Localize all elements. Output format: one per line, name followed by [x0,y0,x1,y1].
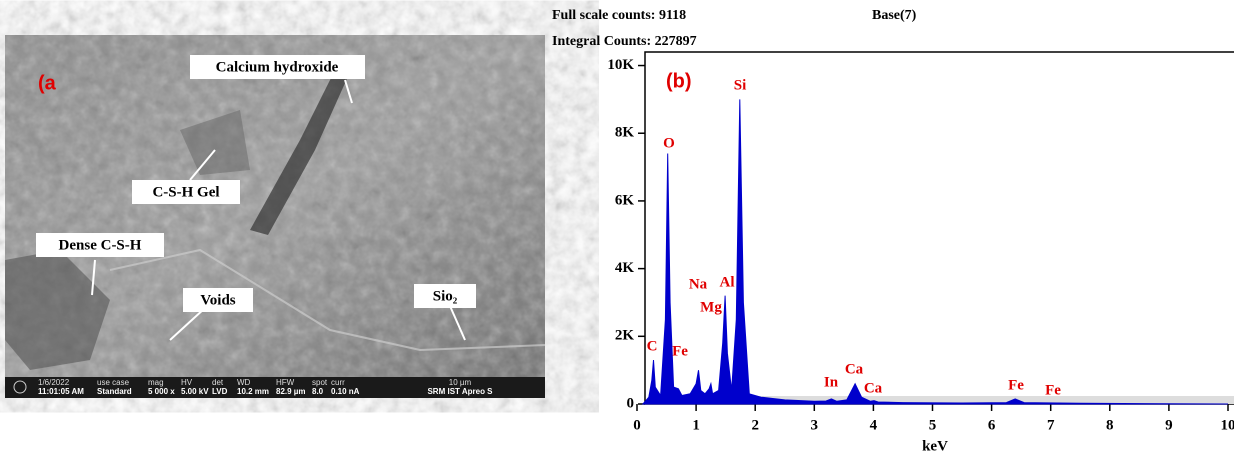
y-tick-label: 6K [615,192,635,208]
info-text: 1/6/2022 [38,378,70,387]
peak-label: Ca [864,380,883,396]
y-tick-label: 8K [615,125,635,141]
header: Full scale counts: 9118 [552,8,686,23]
info-text: 10 µm [449,378,472,387]
header: Base(7) [872,8,917,23]
x-tick-label: 5 [929,417,937,433]
x-tick-label: 4 [870,417,878,433]
info-text: LVD [212,387,228,396]
info-text: 5 000 x [148,387,175,396]
info-text: 10.2 mm [237,387,269,396]
info-text: 8.0 [312,387,324,396]
info-text: curr [331,378,345,387]
info-text: HFW [276,378,295,387]
info-text: Standard [97,387,132,396]
peak-label: O [663,135,675,151]
x-tick-label: 1 [692,417,700,433]
info-text: WD [237,378,251,387]
x-tick-label: 0 [633,417,641,433]
x-axis-label: keV [922,438,948,454]
y-tick-label: 10K [607,57,634,73]
info-text: use case [97,378,130,387]
peak-label: Si [734,77,747,93]
peak-label: Na [689,276,708,292]
peak-label: C [647,338,658,354]
annotation: Dense C-S-H [59,237,142,253]
x-tick-label: 9 [1165,417,1173,433]
info-text: spot [312,378,328,387]
x-tick-label: 6 [988,417,996,433]
peak-label: Ca [845,361,864,377]
x-tick-label: 8 [1106,417,1114,433]
info-text: 0.10 nA [331,387,360,396]
peak-label: Fe [672,343,688,359]
y-tick-label: 2K [615,328,635,344]
info-text: 82.9 µm [276,387,306,396]
info-text: 5.00 kV [181,387,209,396]
info-text: SRM IST Apreo S [427,387,493,396]
sem-image [5,35,545,398]
annotation: Calcium hydroxide [216,59,339,75]
y-tick-label: 4K [615,260,635,276]
info-text: 11:01:05 AM [38,387,84,396]
eds-chart: Full scale counts: 9118 Base(7) Integral C… [552,8,1234,454]
peak-label: Al [720,274,735,290]
y-tick-label: 0 [627,395,635,411]
spectrum [643,99,1228,404]
panel-label: (b) [666,70,692,92]
x-tick-label: 10 [1221,417,1234,433]
x-tick-label: 7 [1047,417,1055,433]
info-text: HV [181,378,193,387]
info-text: mag [148,378,164,387]
annotation: Sio₂ [433,288,458,304]
plot-frame [645,52,1234,404]
info-text: det [212,378,224,387]
x-tick-label: 2 [751,417,759,433]
peak-label: In [824,374,839,390]
x-tick-label: 3 [811,417,819,433]
peak-label: Fe [1045,382,1061,398]
annotation: C-S-H Gel [152,184,219,200]
header: Integral Counts: 227897 [552,34,697,49]
peak-label: Fe [1008,377,1024,393]
panel-label: (a [38,72,57,94]
annotation: Voids [200,292,235,308]
peak-label: Mg [700,299,722,315]
